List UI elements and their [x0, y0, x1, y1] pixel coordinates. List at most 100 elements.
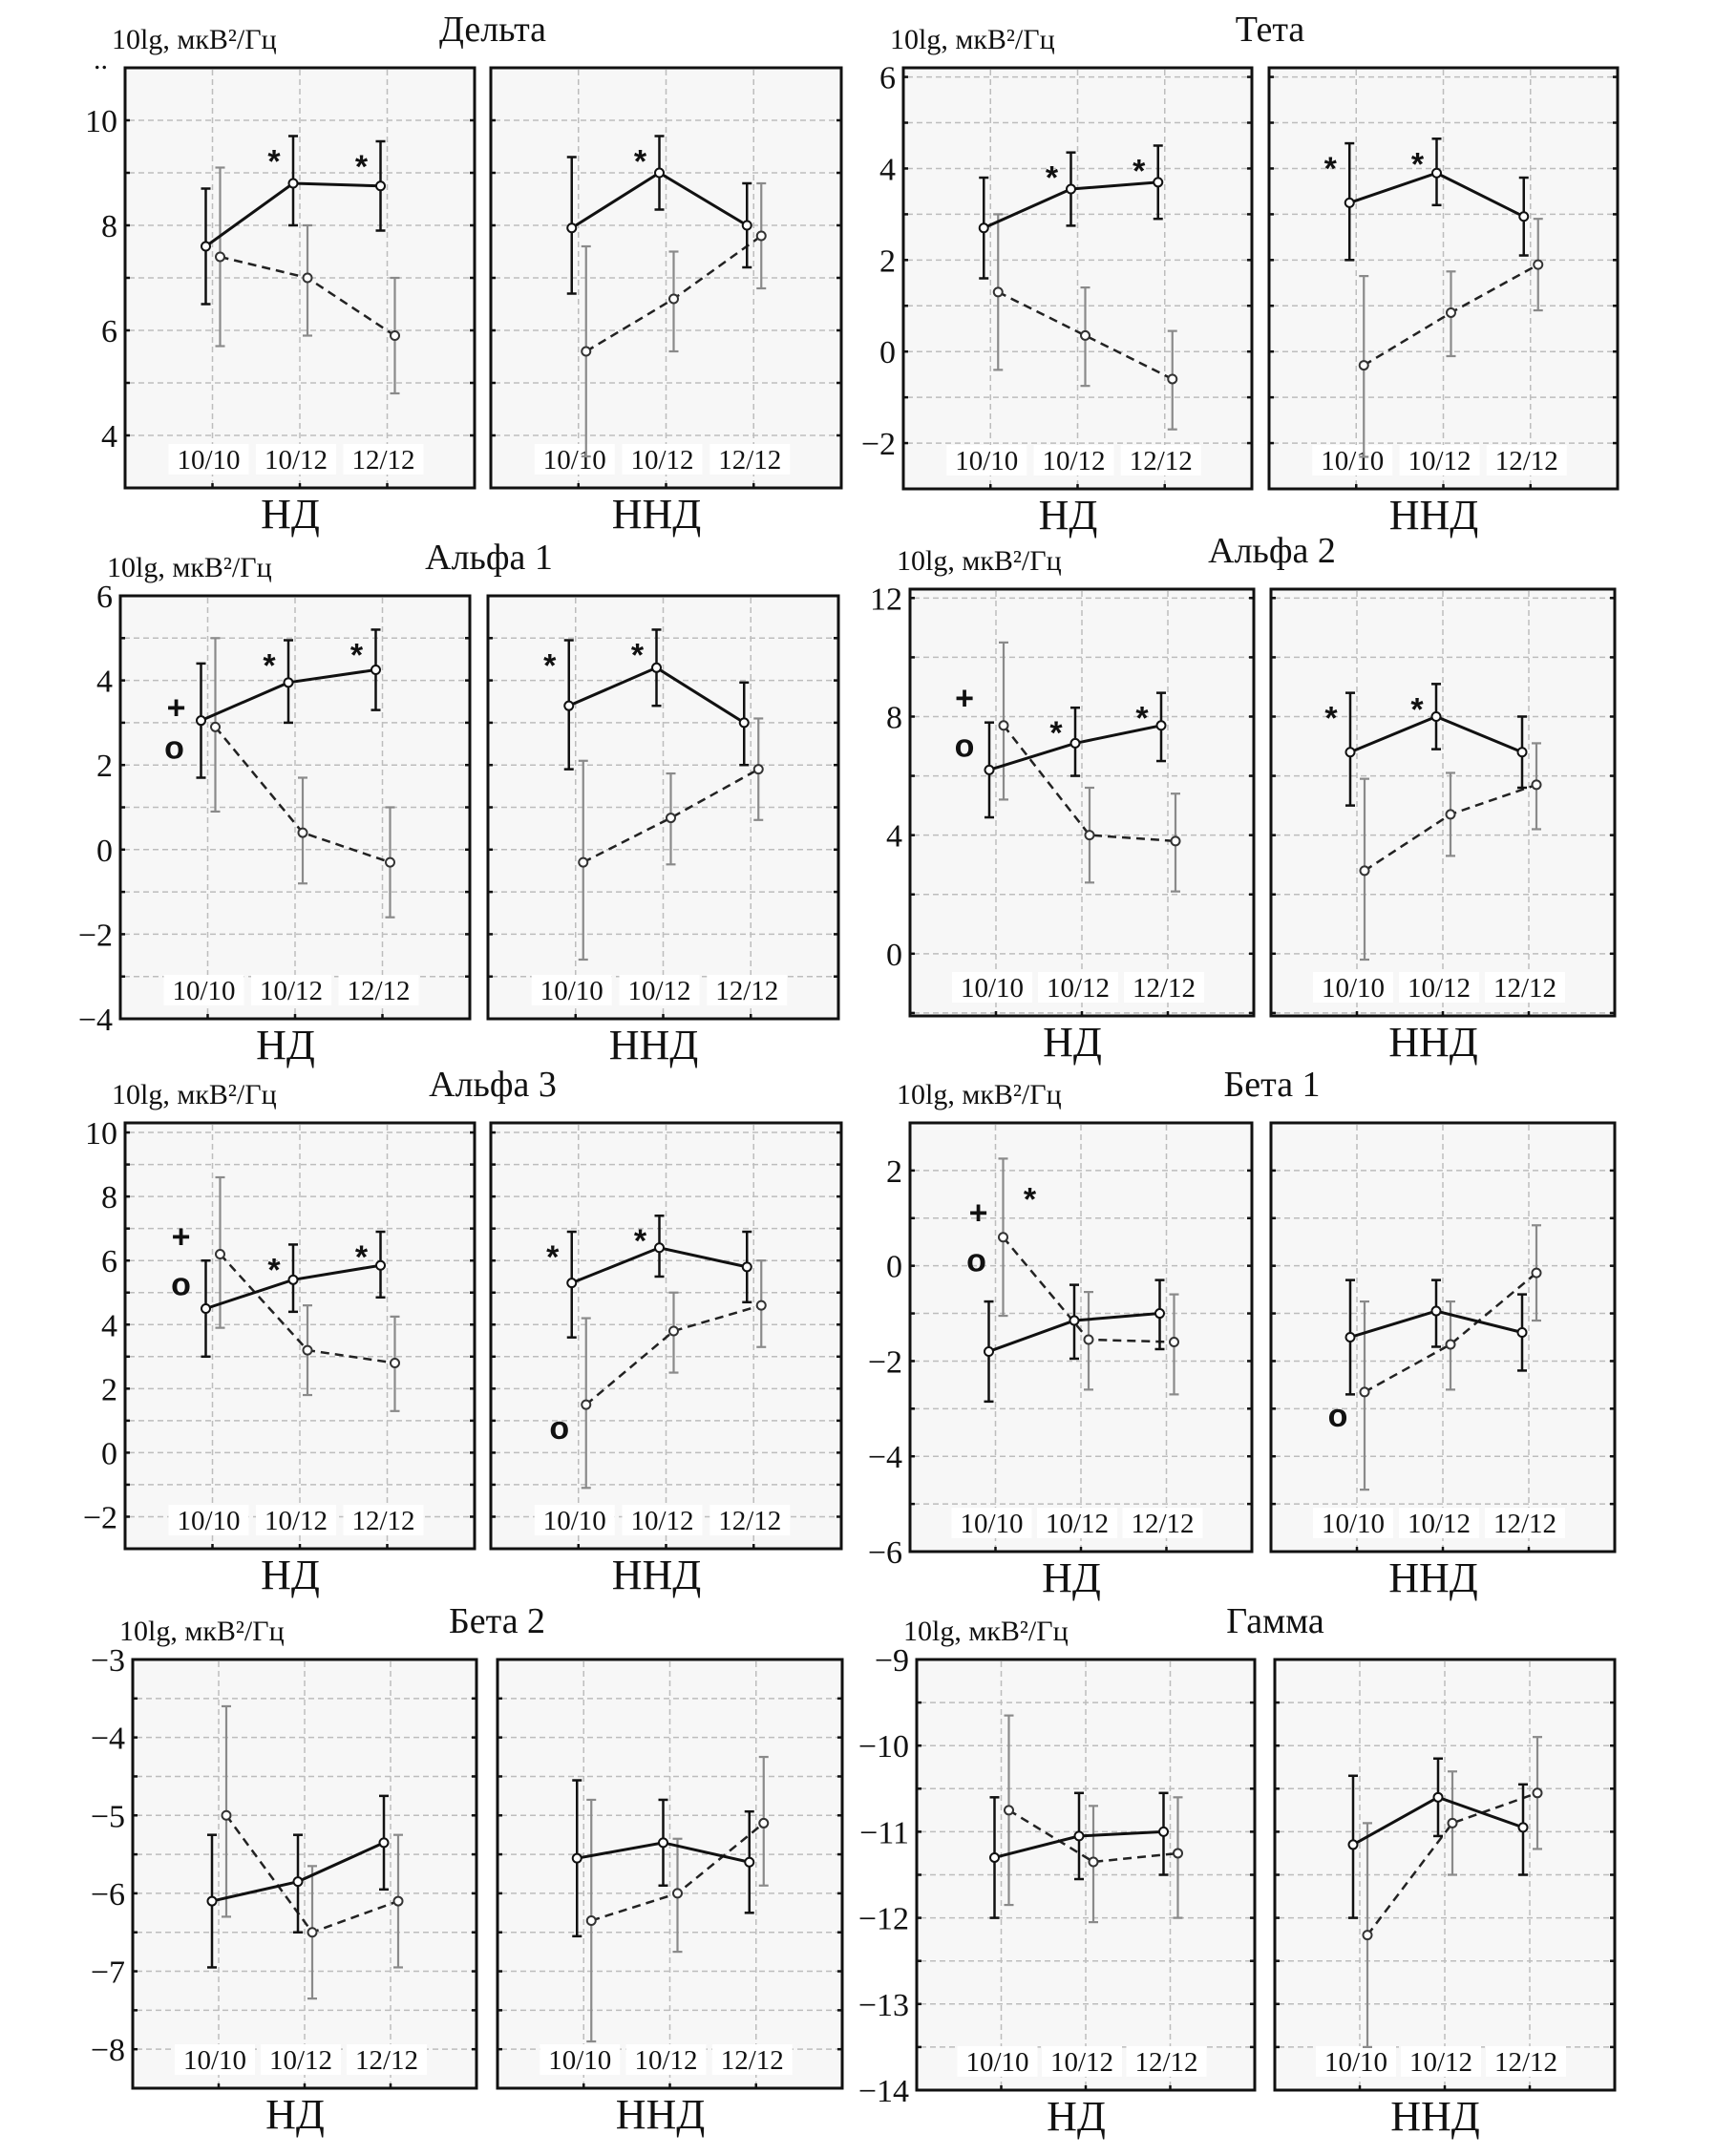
data-point	[1447, 1817, 1458, 1828]
x-tick-label-bg	[1316, 2046, 1396, 2077]
significance-asterisk: *	[350, 637, 364, 673]
x-tick-label-bg	[952, 972, 1032, 1003]
significance-plus: +	[969, 1195, 988, 1232]
y-tick-label: 4	[886, 819, 902, 855]
data-point	[201, 241, 211, 252]
data-point	[1344, 1332, 1356, 1342]
charts-layer: Дельта 10lg, мкВ²/Гц 4 6 8 10 10/10 10/12 12/12 *…	[78, 10, 1620, 2140]
significance-asterisk: *	[634, 144, 647, 180]
x-tick-label-bg	[1312, 445, 1393, 476]
x-tick-label: 10/10	[177, 445, 240, 476]
chart-1: Тета 10lg, мкВ²/Гц −2 0 2 4 6 10/10 10/12 12/12 * *…	[861, 10, 1620, 539]
data-point	[1347, 1839, 1359, 1850]
group-label: НД	[256, 1022, 315, 1068]
series-solid	[984, 691, 1167, 819]
x-tick-label: 12/12	[351, 1506, 414, 1536]
y-tick-label: 0	[886, 938, 902, 973]
data-point	[585, 1914, 597, 1926]
data-point	[1445, 809, 1456, 820]
x-tick-label: 10/10	[543, 1506, 606, 1536]
y-tick-label: 0	[96, 834, 113, 869]
data-point	[578, 856, 589, 868]
data-point	[654, 167, 665, 179]
series-dashed	[210, 637, 395, 919]
significance-asterisk: *	[1324, 701, 1338, 737]
data-point	[1516, 747, 1528, 758]
chart-5: Бета 1 10lg, мкВ²/Гц −6 −4 −2 0 2 10/10 10/12 12/…	[868, 1065, 1617, 1601]
y-tick-label: 10	[85, 1116, 117, 1152]
series-dashed	[992, 213, 1178, 431]
x-tick-label-bg	[256, 1505, 336, 1535]
x-tick-label: 12/12	[1493, 1509, 1556, 1539]
chart-3: Альфа 2 10lg, мкВ²/Гц 0 4 8 12 10/10 10/12 12/12…	[870, 531, 1617, 1066]
x-tick-label-bg	[1038, 972, 1118, 1003]
series-solid	[563, 628, 750, 771]
series-solid	[571, 1779, 755, 1938]
x-tick-label-bg	[1037, 1508, 1117, 1538]
panel-nd: 10/10 10/12 12/12 + o * НД	[908, 1121, 1254, 1601]
x-tick-label-bg	[338, 975, 419, 1005]
group-label: НД	[1047, 2093, 1106, 2140]
x-tick-label-bg	[957, 2046, 1038, 2077]
data-point	[1344, 747, 1356, 758]
significance-circle: o	[955, 728, 975, 764]
x-tick-label: 10/12	[1408, 1509, 1471, 1539]
data-point	[1158, 1826, 1169, 1837]
data-point	[1359, 865, 1370, 877]
series-dashed	[585, 1755, 770, 2043]
data-point	[1533, 259, 1544, 270]
x-tick-label-bg	[951, 1508, 1032, 1538]
significance-circle: o	[164, 730, 184, 767]
series-dashed	[1358, 218, 1544, 458]
y-axis-unit-label: 10lg, мкВ²/Гц	[107, 552, 272, 583]
panel-nd: 10/10 10/12 12/12 НД	[131, 1658, 478, 2138]
x-tick-label-bg	[709, 444, 791, 475]
data-point	[989, 1851, 1000, 1863]
data-point	[287, 178, 299, 189]
x-tick-label: 12/12	[721, 2045, 784, 2076]
data-point	[978, 222, 989, 234]
chart-0: Дельта 10lg, мкВ²/Гц 4 6 8 10 10/10 10/12 12/12 *…	[85, 10, 843, 538]
significance-asterisk: *	[355, 149, 369, 185]
data-point	[215, 251, 225, 263]
y-tick-label: 2	[101, 1372, 117, 1407]
x-tick-label: 12/12	[1495, 446, 1558, 476]
significance-asterisk: *	[546, 1239, 560, 1276]
panel-nnd: 10/10 10/12 12/12 ННД	[1273, 1658, 1617, 2140]
y-tick-label: −10	[858, 1729, 909, 1765]
data-point	[1069, 1315, 1080, 1326]
data-point	[390, 1358, 400, 1369]
data-point	[210, 721, 221, 732]
x-tick-label: 12/12	[1134, 2047, 1197, 2078]
y-tick-label: 4	[96, 665, 113, 700]
x-tick-label: 10/10	[540, 976, 603, 1006]
x-tick-label: 10/10	[961, 973, 1024, 1004]
series-dashed	[1359, 742, 1542, 962]
data-point	[302, 1344, 313, 1356]
y-tick-label: −7	[91, 1955, 125, 1991]
series-line-dashed	[1366, 1791, 1538, 1936]
x-tick-label-bg	[1485, 972, 1565, 1003]
y-tick-label: −9	[875, 1643, 909, 1679]
x-tick-label: 12/12	[1131, 1509, 1194, 1539]
stray-mark: ..	[94, 44, 108, 75]
group-label: ННД	[1388, 1019, 1478, 1066]
x-tick-label-bg	[1124, 972, 1204, 1003]
x-tick-label: 10/12	[634, 2045, 697, 2076]
data-point	[1066, 183, 1076, 195]
significance-asterisk: *	[1410, 691, 1424, 728]
series-solid	[201, 135, 386, 306]
y-tick-label: −4	[868, 1440, 902, 1475]
x-tick-label: 10/10	[1324, 2047, 1387, 2078]
x-tick-label-bg	[1126, 2046, 1207, 2077]
significance-plus: +	[955, 680, 974, 716]
group-label: ННД	[609, 1022, 699, 1068]
data-point	[1083, 1334, 1094, 1345]
series-dashed	[215, 166, 400, 395]
x-tick-label: 10/12	[265, 445, 328, 476]
significance-asterisk: *	[355, 1239, 369, 1276]
series-dashed	[1004, 1714, 1183, 1924]
x-tick-label-bg	[1122, 1508, 1203, 1538]
data-point	[1154, 1308, 1165, 1320]
